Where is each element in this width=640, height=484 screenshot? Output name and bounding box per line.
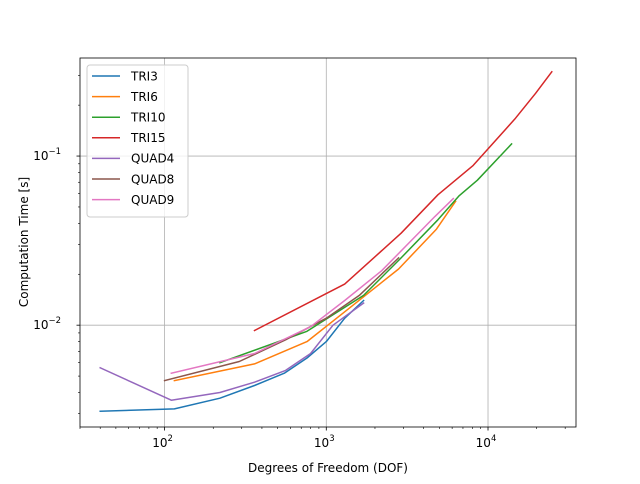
- legend-label-quad9: QUAD9: [131, 193, 174, 207]
- series-line-quad9: [170, 197, 455, 375]
- axis-ticks: [76, 75, 566, 431]
- x-axis-label: Degrees of Freedom (DOF): [248, 461, 408, 475]
- y-tick-label: 10−2: [33, 316, 61, 332]
- legend-label-quad4: QUAD4: [131, 152, 174, 166]
- x-tick-label: 102: [152, 434, 173, 450]
- series-line-tri10: [218, 142, 513, 364]
- x-tick-label: 104: [476, 434, 497, 450]
- legend-label-tri10: TRI10: [130, 111, 165, 125]
- x-tick-label: 103: [314, 434, 335, 450]
- legend: TRI3 TRI6 TRI10 TRI15 QUAD4 QUAD8 QUAD9: [86, 64, 189, 218]
- series-line-tri3: [99, 299, 365, 412]
- y-axis-label: Computation Time [s]: [17, 177, 31, 307]
- series-line-tri15: [253, 70, 553, 332]
- plot-frame: [79, 57, 577, 428]
- axis-tick-labels: 102 103 104 10−2 10−1: [33, 147, 496, 450]
- legend-label-quad8: QUAD8: [131, 172, 174, 186]
- series-lines: [99, 70, 553, 412]
- series-line-tri6: [173, 200, 457, 382]
- legend-label-tri6: TRI6: [130, 90, 158, 104]
- legend-label-tri3: TRI3: [130, 69, 158, 83]
- y-tick-label: 10−1: [33, 147, 61, 163]
- legend-label-tri15: TRI15: [130, 131, 165, 145]
- series-line-quad4: [99, 302, 365, 401]
